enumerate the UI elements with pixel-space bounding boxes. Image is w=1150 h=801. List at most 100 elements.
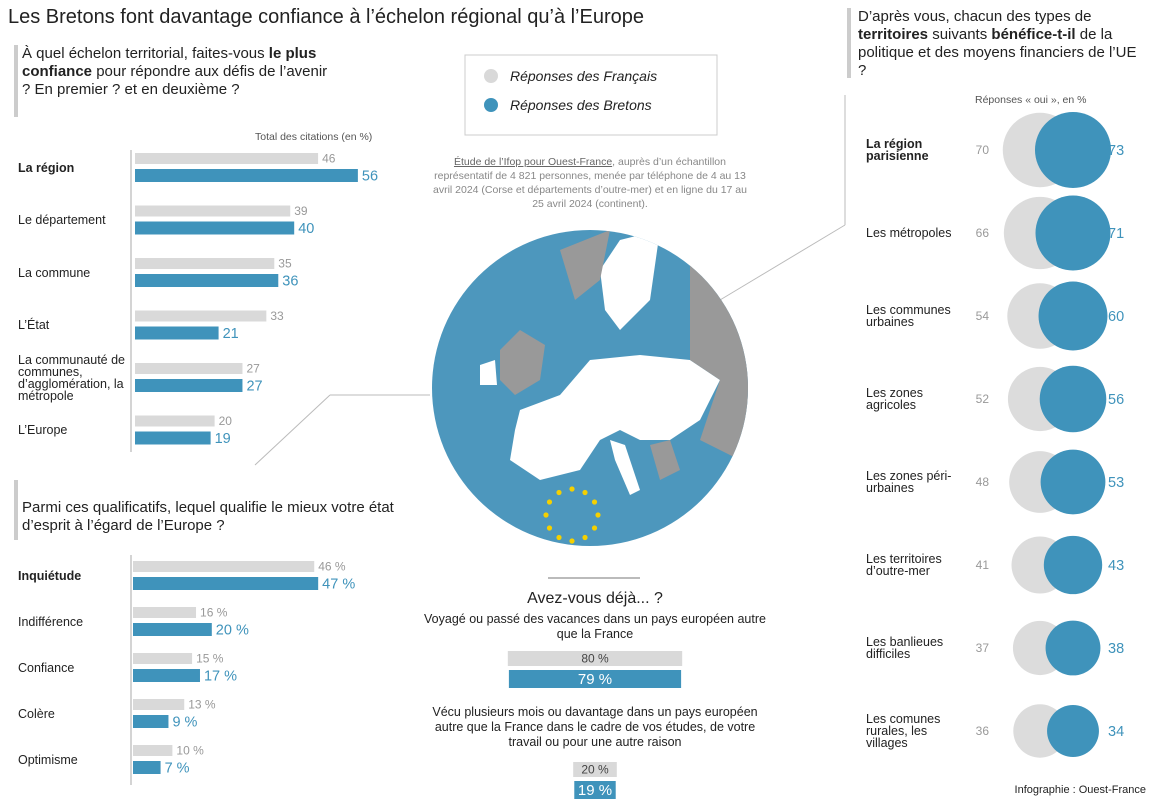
value-label: 36 [282, 273, 298, 289]
value-label: 71 [1108, 226, 1124, 242]
connector [719, 224, 846, 301]
value-label: 41 [976, 558, 990, 572]
category-label: Inquiétude [18, 568, 82, 583]
value-label: 46 [322, 152, 336, 166]
legend-swatch [484, 69, 498, 83]
scandinavia [600, 230, 660, 330]
title: Les Bretons font davantage confiance à l… [8, 6, 644, 28]
value-label: 48 [976, 475, 990, 489]
category-label: Les zones agricoles [866, 386, 923, 412]
category-label: Les territoires d’outre-mer [866, 552, 942, 578]
bubble [1035, 195, 1111, 271]
category-label: Confiance [18, 660, 75, 675]
chart-title: À quel échelon territorial, faites-vous … [22, 45, 332, 99]
star [546, 499, 553, 505]
category-label: La communauté de communes, d’agglomérati… [18, 352, 126, 403]
norway [560, 230, 610, 300]
balkans [650, 440, 680, 480]
value-label: 19 % [578, 782, 612, 799]
star [546, 525, 553, 531]
value-label: 47 % [322, 576, 355, 592]
chart-subtitle: Réponses « oui », en % [975, 94, 1087, 106]
italy [610, 440, 640, 495]
bubble [1045, 620, 1101, 676]
bar [135, 363, 243, 374]
connector [254, 394, 331, 466]
question-part: D’après vous, chacun des types de [858, 8, 1092, 25]
study-note-text: , auprès d’un échantillon représentatif … [432, 156, 747, 210]
chart-subtitle: Total des citations (en %) [255, 131, 373, 143]
bar [133, 607, 197, 618]
star [569, 538, 575, 544]
uk [500, 330, 545, 395]
legend-box [464, 54, 718, 136]
eu-land [510, 355, 720, 480]
value-label: 53 [1108, 475, 1124, 491]
value-label: 34 [1108, 724, 1124, 740]
value-label: 27 [246, 378, 262, 394]
question-part: territoires [858, 26, 929, 43]
bar [574, 781, 616, 799]
bar [135, 221, 295, 235]
value-label: 27 [246, 362, 260, 376]
star [582, 534, 588, 541]
bar [133, 577, 319, 590]
bubble [1034, 111, 1112, 189]
value-label: 56 [362, 168, 378, 184]
value-label: 21 [223, 326, 239, 342]
category-label: Les comunes rurales, les villages [866, 712, 941, 750]
value-label: 36 [976, 724, 990, 738]
bar [133, 761, 161, 774]
bubble [1040, 449, 1106, 515]
chart-title: Parmi ces qualificatifs, lequel qualifie… [22, 499, 402, 535]
category-label: Le département [18, 213, 106, 227]
category-label: Vécu plusieurs mois ou davantage dans un… [432, 705, 758, 749]
value-label: 33 [270, 309, 284, 323]
value-label: 60 [1108, 309, 1124, 325]
star [595, 512, 601, 518]
star [569, 486, 575, 492]
bubble [1043, 535, 1103, 595]
bar [135, 431, 211, 445]
credit: Infographie : Ouest-France [1014, 784, 1146, 796]
bar [135, 379, 243, 392]
category-label: L’Europe [18, 423, 68, 437]
chart-title: Avez-vous déjà... ? [527, 590, 663, 607]
bubble [1047, 705, 1099, 757]
category-label: Voyagé ou passé des vacances dans un pay… [424, 612, 766, 641]
category-label: La région parisienne [866, 137, 929, 163]
bar [573, 762, 617, 777]
value-label: 70 [976, 143, 990, 157]
bar [135, 415, 215, 427]
bubble [1039, 365, 1107, 433]
category-label: La commune [18, 265, 91, 280]
value-label: 20 [219, 414, 233, 428]
bar [133, 623, 212, 636]
bar [133, 669, 200, 682]
question-bar [14, 45, 18, 117]
bar [135, 258, 275, 269]
bar [507, 651, 683, 666]
value-label: 43 [1108, 558, 1124, 574]
legend-label: Réponses des Français [510, 68, 658, 84]
value-label: 16 % [200, 606, 228, 620]
value-label: 7 % [165, 760, 190, 776]
value-label: 80 % [581, 652, 609, 666]
value-label: 40 [298, 221, 314, 237]
study-note: Étude de l’Ifop pour Ouest-France, auprè… [430, 155, 750, 211]
bubble [1038, 281, 1108, 351]
question-bar [847, 8, 851, 78]
study-note-source: Étude de l’Ifop pour Ouest-France [453, 156, 613, 168]
question-part: de la politique et des moyens financiers… [858, 26, 1137, 79]
legend-swatch [484, 98, 498, 112]
bar [135, 205, 291, 217]
question-part: suivants [928, 26, 992, 43]
star [591, 499, 598, 505]
bar [133, 715, 169, 728]
value-label: 10 % [176, 744, 204, 758]
star [543, 512, 549, 518]
question-bar [14, 480, 18, 540]
category-label: Les zones péri-urbaines [866, 469, 952, 495]
